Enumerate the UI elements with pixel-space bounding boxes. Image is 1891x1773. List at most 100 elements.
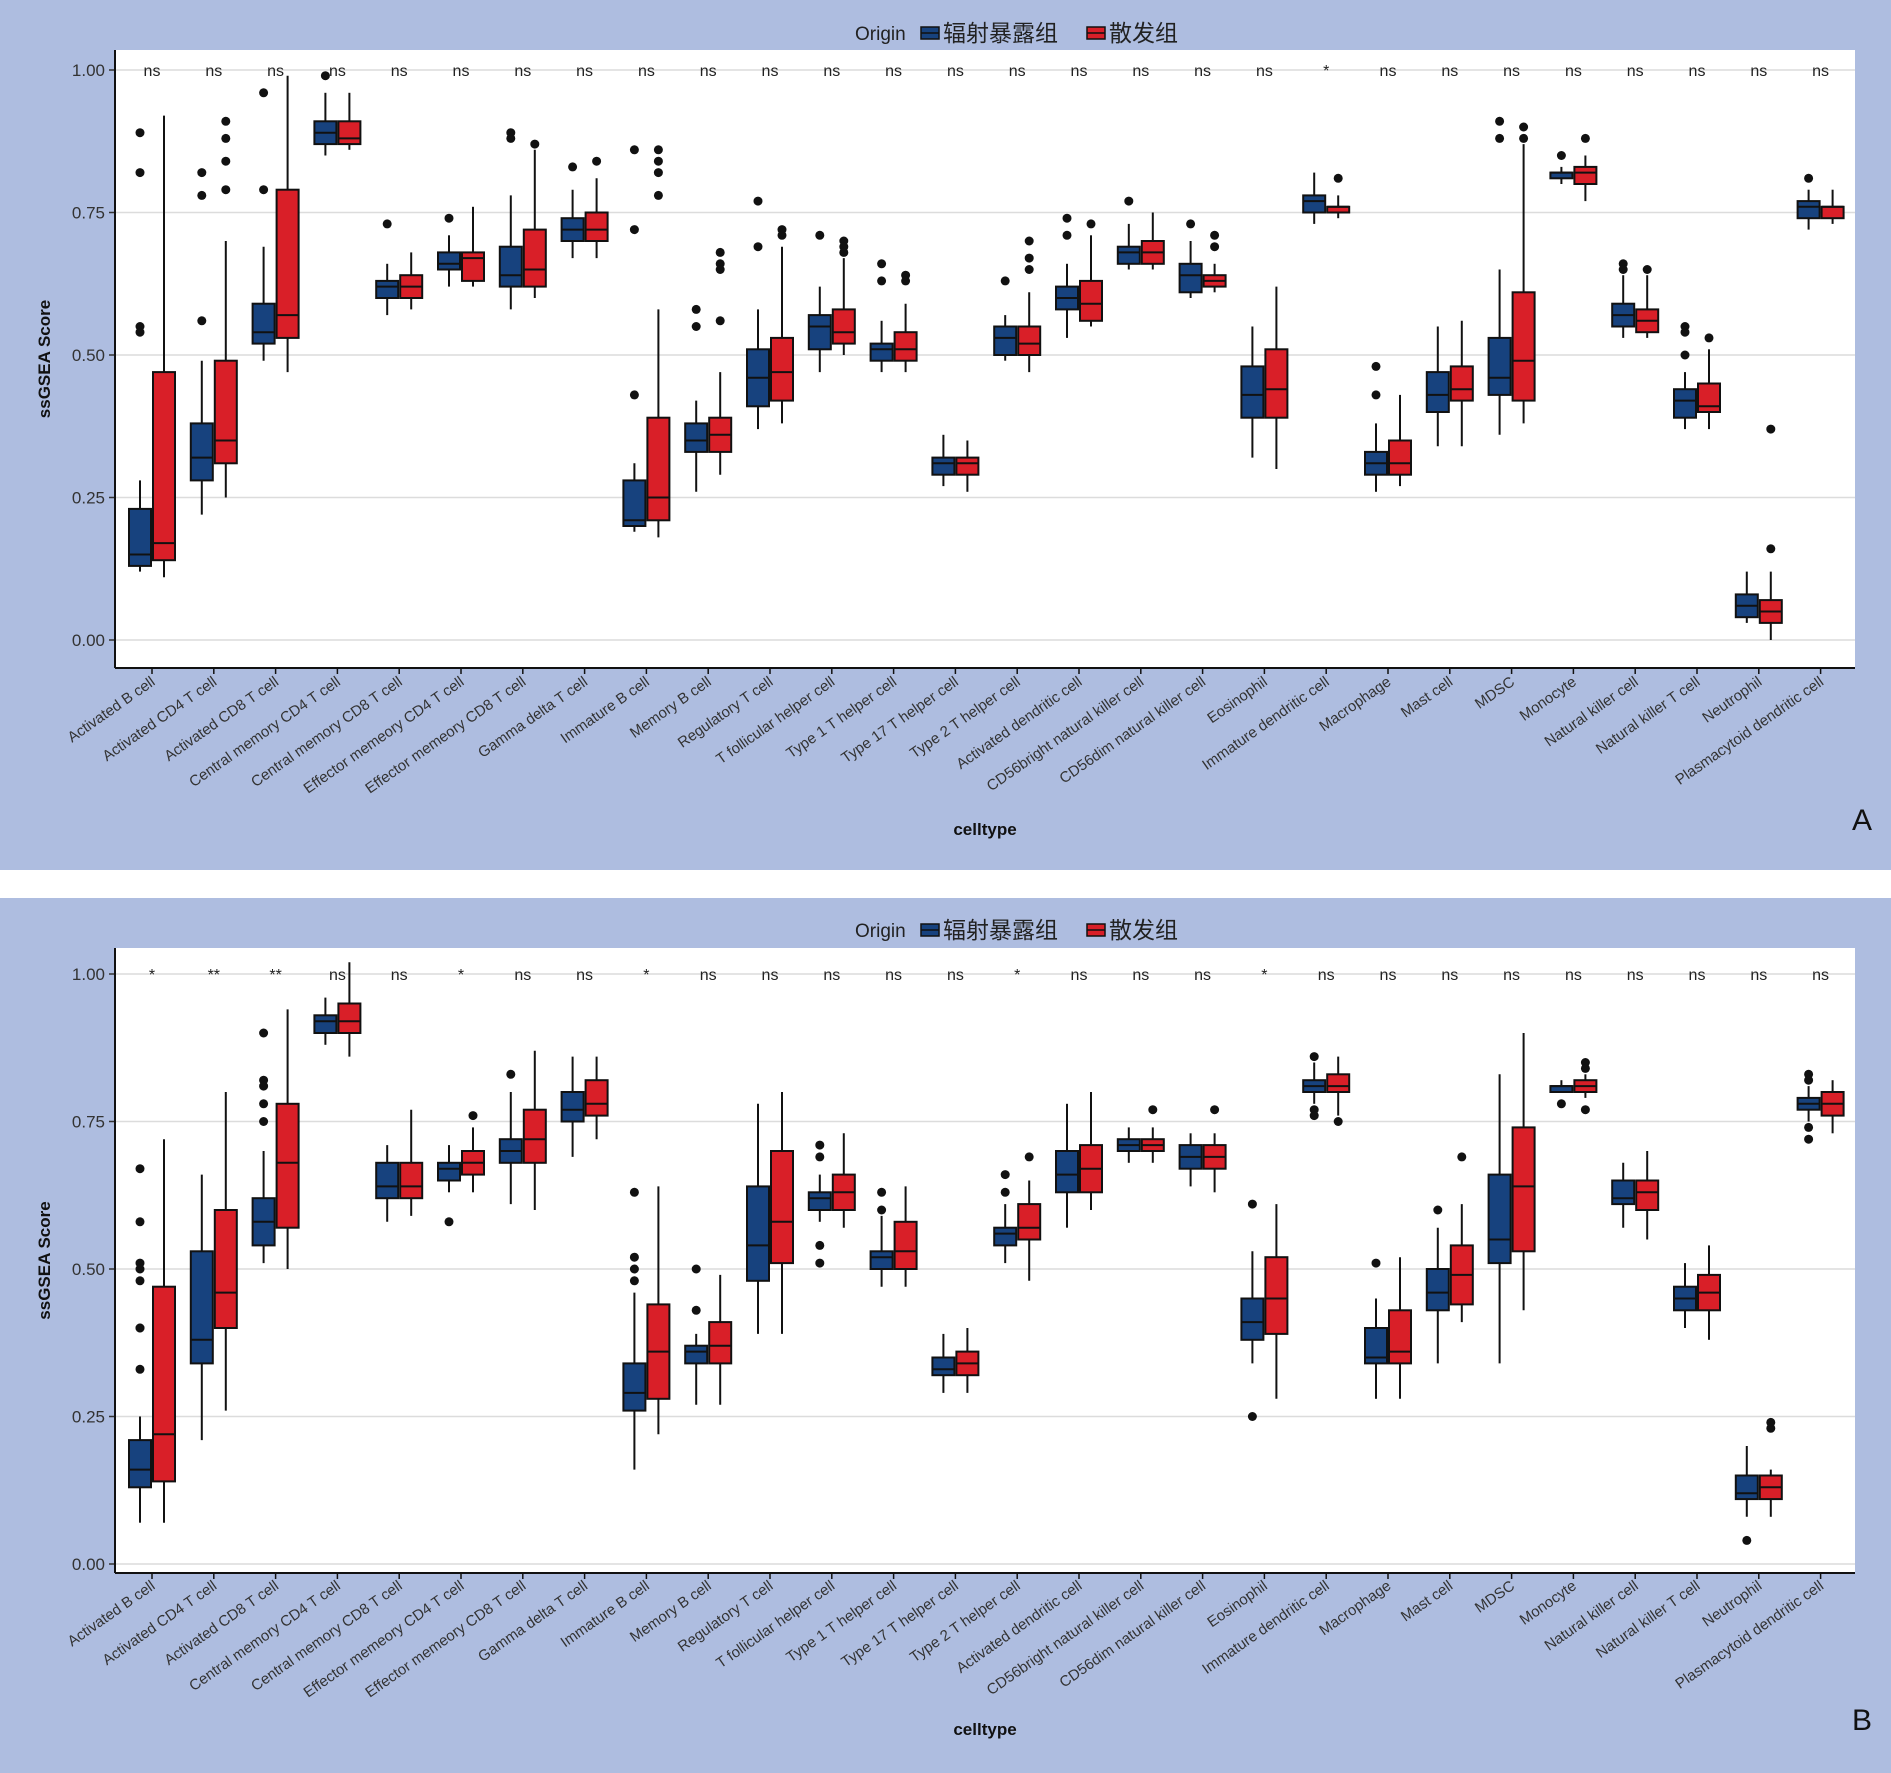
outlier-point [506, 1069, 516, 1079]
box-radiation [498, 128, 523, 310]
iqr-box [1240, 365, 1265, 419]
box-sporadic [461, 1111, 485, 1193]
outlier-point [1580, 1063, 1590, 1073]
outlier-point [259, 1099, 269, 1109]
box-sporadic [1388, 394, 1412, 487]
box-sporadic [275, 1009, 300, 1269]
box-radiation [993, 276, 1018, 361]
outlier-point [1618, 265, 1628, 274]
y-tick-label: 0.75 [72, 204, 105, 223]
significance-label: ns [823, 967, 840, 984]
significance-label: ns [144, 63, 161, 80]
iqr-box [1017, 325, 1042, 356]
significance-label: ns [1071, 63, 1088, 80]
iqr-box [189, 1250, 214, 1365]
iqr-box [807, 1191, 832, 1212]
box-sporadic [337, 92, 362, 150]
iqr-box [1425, 1268, 1450, 1312]
iqr-box [1796, 200, 1821, 220]
box-radiation [1611, 1162, 1636, 1228]
significance-label: * [1261, 967, 1267, 984]
legend: Origin 辐射暴露组 散发组 [855, 918, 1178, 944]
iqr-box [869, 342, 894, 362]
box-sporadic [522, 139, 547, 298]
y-tick-label: 0.25 [72, 489, 105, 508]
box-radiation [1302, 172, 1327, 224]
y-tick-label: 0.50 [72, 346, 105, 365]
iqr-box [337, 1002, 362, 1034]
iqr-box [893, 1220, 918, 1271]
outlier-point [444, 213, 454, 223]
outlier-point [1766, 424, 1776, 434]
box-radiation [1673, 322, 1697, 430]
outlier-point [259, 1028, 269, 1038]
significance-label: ns [1318, 967, 1335, 984]
box-radiation [251, 88, 276, 361]
outlier-point [839, 247, 849, 257]
outlier-point [1519, 133, 1529, 143]
box-sporadic [1697, 333, 1721, 430]
box-radiation [1487, 116, 1512, 435]
iqr-box [584, 211, 609, 242]
iqr-box [584, 1079, 609, 1117]
box-radiation [251, 1028, 276, 1264]
box-sporadic [1264, 286, 1289, 469]
outlier-point [777, 230, 787, 240]
box-radiation [1302, 1052, 1327, 1121]
outlier-point [753, 242, 763, 252]
iqr-box [1820, 205, 1845, 220]
box-sporadic [1140, 1105, 1165, 1163]
significance-label: ns [1503, 63, 1520, 80]
iqr-box [622, 1362, 647, 1412]
outlier-point [753, 196, 763, 206]
outlier-point [1556, 1099, 1566, 1109]
plot-area [115, 50, 1855, 668]
box-radiation [1549, 1080, 1574, 1109]
outlier-point [135, 1364, 145, 1374]
significance-label: ns [1812, 967, 1829, 984]
box-radiation [1240, 1199, 1265, 1421]
box-radiation [1487, 1074, 1512, 1364]
box-radiation [807, 230, 832, 373]
box-radiation [1425, 326, 1450, 447]
outlier-point [629, 1187, 639, 1197]
x-axis-title: celltype [953, 820, 1016, 839]
outlier-point [1309, 1111, 1319, 1121]
outlier-point [815, 1140, 825, 1150]
box-sporadic [1758, 1417, 1783, 1517]
significance-label: ns [329, 63, 346, 80]
iqr-box [1573, 165, 1598, 185]
outlier-point [382, 219, 392, 229]
significance-label: ns [1689, 967, 1706, 984]
outlier-point [653, 145, 663, 155]
outlier-point [653, 190, 663, 200]
iqr-box [498, 245, 523, 288]
outlier-point [1804, 1075, 1814, 1085]
outlier-point [197, 190, 207, 200]
outlier-point [1000, 1170, 1010, 1180]
box-radiation [993, 1170, 1018, 1264]
box-radiation [684, 304, 709, 492]
outlier-point [530, 139, 540, 149]
iqr-box [128, 1439, 152, 1489]
outlier-point [877, 259, 887, 269]
outlier-point [1210, 230, 1220, 240]
outlier-point [1062, 213, 1072, 223]
significance-label: ns [205, 63, 222, 80]
box-sporadic [831, 236, 856, 355]
box-sporadic [461, 206, 485, 287]
significance-label: ns [885, 967, 902, 984]
outlier-point [221, 116, 231, 126]
outlier-point [1000, 276, 1010, 286]
panel-b: 0.00 0.25 0.50 0.75 1.00 ssGSEA Score Origin 辐射… [0, 898, 1891, 1773]
iqr-box [1240, 1297, 1265, 1341]
box-radiation [375, 1145, 400, 1222]
panel-tag: A [1852, 804, 1872, 837]
box-sporadic [646, 145, 671, 538]
box-radiation [1734, 571, 1759, 623]
outlier-point [1124, 196, 1134, 206]
box-sporadic [584, 156, 609, 259]
legend-title: Origin [855, 24, 906, 45]
outlier-point [1495, 116, 1505, 126]
outlier-point [1024, 253, 1034, 263]
